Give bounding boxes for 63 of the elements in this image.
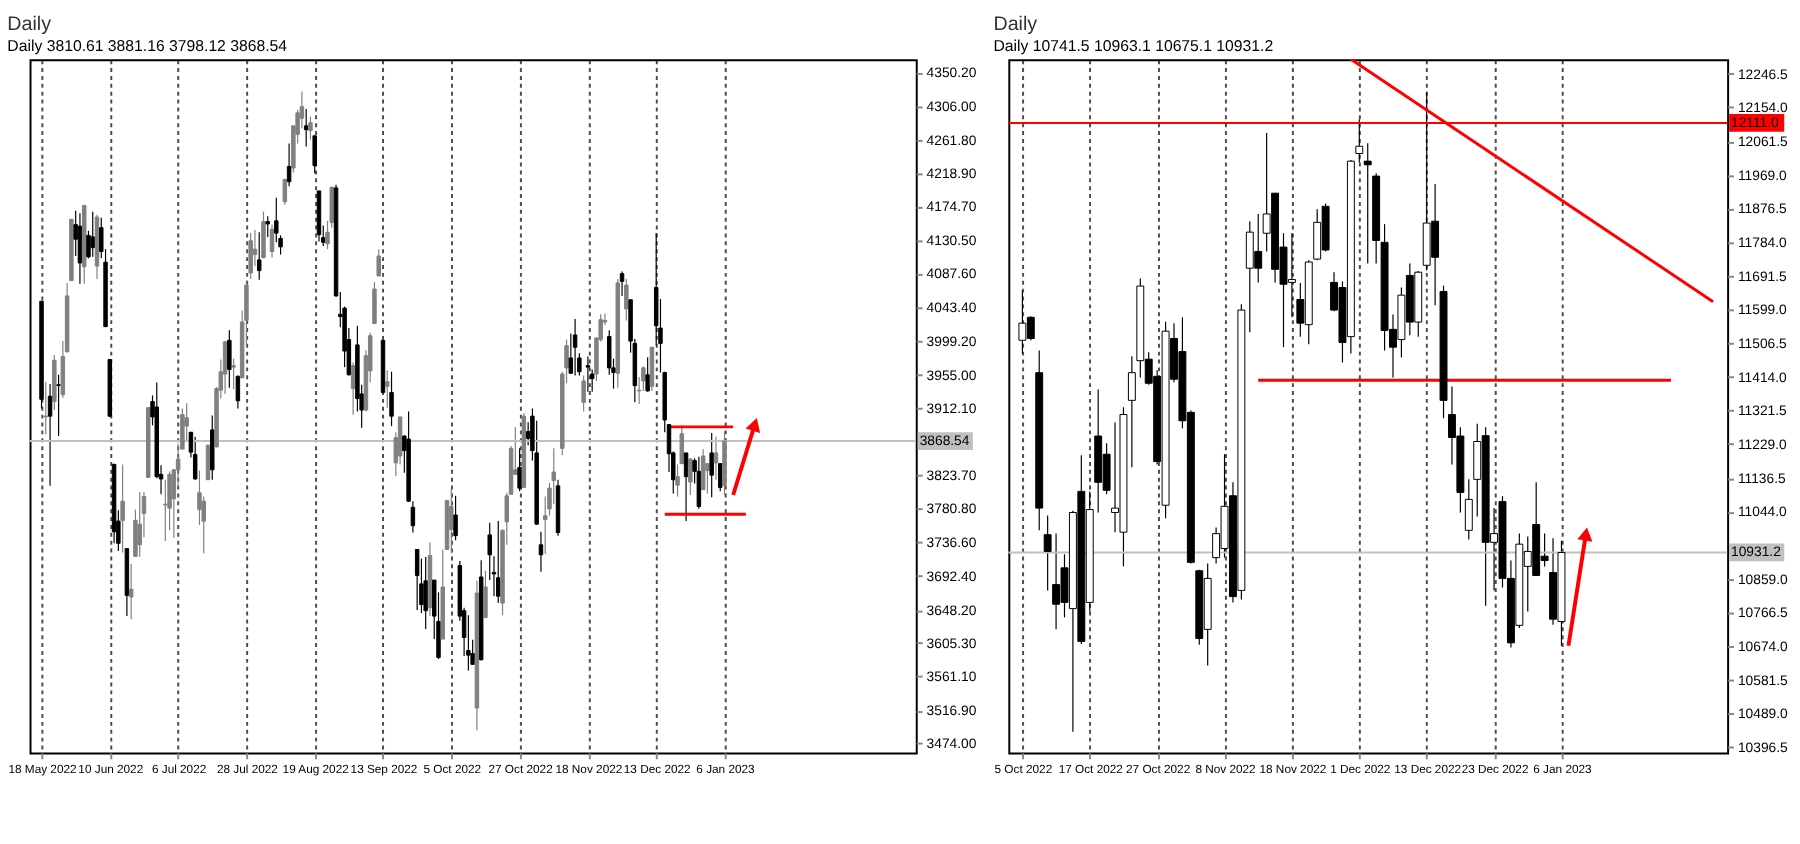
candlestick [679,424,685,465]
candlestick [525,421,531,446]
chart-subtitle: Daily 10741.5 10963.1 10675.1 10931.2 [993,37,1274,56]
candlestick [77,212,83,285]
candlestick [227,329,232,389]
candlestick [385,369,390,409]
candlestick [376,248,381,277]
chart-title: Daily [993,13,1038,36]
candlestick [624,278,629,321]
chart-title: Daily [7,13,52,36]
candlestick [163,479,168,542]
candlestick [1464,478,1473,541]
candlestick [700,448,706,491]
candlestick [1254,213,1263,283]
candlestick [137,491,142,558]
candlestick [538,531,544,573]
candlestick [555,479,561,537]
candlestick [120,463,125,554]
candlestick [713,436,719,481]
candlestick [466,614,471,672]
candlestick [124,548,130,617]
candlestick [688,457,693,496]
candlestick [248,232,253,280]
candlestick [483,570,488,619]
candlestick [1321,202,1330,253]
candlestick [572,318,578,377]
candlestick [128,563,134,620]
chart-subtitle: Daily 3810.61 3881.16 3798.12 3868.54 [7,37,289,56]
candlestick [496,520,501,604]
candlestick [231,358,236,390]
candlestick [210,414,215,481]
candlestick [423,556,428,630]
candlestick [1405,262,1414,336]
candlestick [90,211,95,258]
candlestick [192,436,198,481]
candlestick [265,215,270,238]
candlestick [350,361,356,416]
candlestick [619,270,625,297]
candlestick [52,354,57,411]
candlestick [705,462,710,495]
candlestick [303,108,309,148]
candlestick [43,381,49,436]
candlestick [282,178,288,206]
candlestick [222,340,228,395]
candlestick [261,211,266,259]
candlestick [1052,533,1061,630]
candlestick [184,402,189,442]
candlestick [581,374,586,413]
candlestick [389,371,394,427]
candlestick [56,374,61,437]
candlestick [414,548,420,611]
candlestick [696,456,702,510]
candlestick [372,281,377,325]
candlestick [449,488,454,554]
candlestick [235,374,241,410]
candlestick [722,430,727,496]
candlestick [99,217,104,259]
candlestick [1245,220,1254,333]
candlestick [308,116,313,141]
candlestick [709,432,714,498]
candlestick [675,463,680,498]
candlestick [645,356,650,393]
candlestick [1313,208,1322,261]
